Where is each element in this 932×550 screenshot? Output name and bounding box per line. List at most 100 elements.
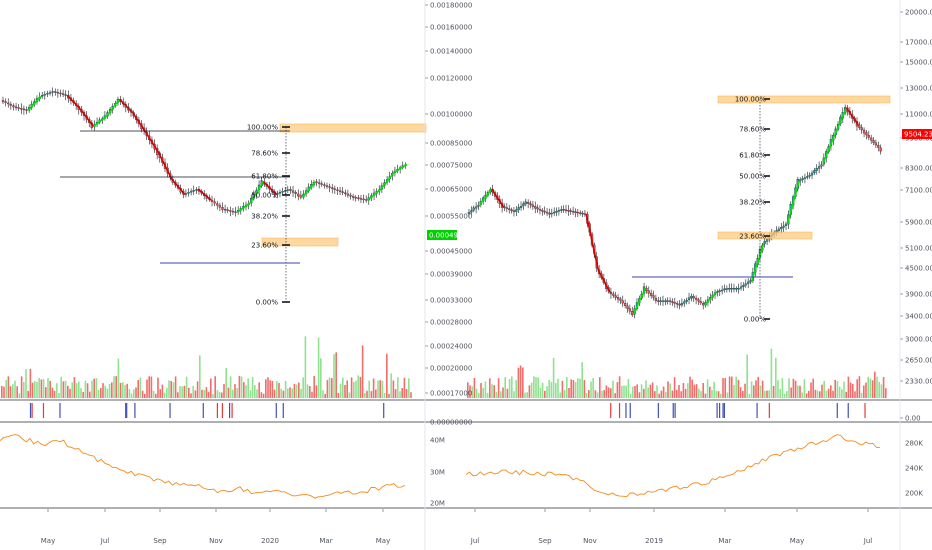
right-time-tick: Sep bbox=[538, 537, 552, 545]
right-volume-bar bbox=[748, 393, 751, 398]
left-volume-bar bbox=[249, 390, 252, 398]
right-volume-bar bbox=[821, 384, 823, 398]
left-volume-bar bbox=[394, 389, 397, 398]
left-trend-segment bbox=[92, 115, 108, 128]
right-volume-bar bbox=[786, 391, 788, 398]
right-candle bbox=[690, 295, 693, 299]
right-volume-bar bbox=[563, 390, 566, 398]
right-volume-bar bbox=[728, 376, 731, 398]
right-volume-bar bbox=[695, 384, 698, 398]
left-candle bbox=[210, 199, 214, 202]
right-volume-bar bbox=[583, 380, 586, 398]
right-volume-bar bbox=[471, 386, 473, 398]
left-volume-bar bbox=[333, 354, 335, 398]
right-volume-bar bbox=[876, 376, 878, 398]
right-candle bbox=[879, 147, 882, 152]
left-volume-bar bbox=[128, 389, 131, 398]
right-price-tick: 3900.00 bbox=[905, 291, 932, 299]
left-candle bbox=[338, 190, 342, 192]
right-volume-bar bbox=[702, 382, 704, 398]
left-price-tick: 0.00180000 bbox=[430, 2, 472, 10]
left-volume-bar bbox=[326, 380, 329, 398]
left-volume-bar bbox=[16, 386, 18, 398]
right-candle bbox=[508, 208, 511, 210]
left-price-tick: 0.00000000 bbox=[430, 419, 472, 427]
left-candle bbox=[4, 101, 7, 103]
right-candle bbox=[631, 311, 634, 316]
right-candle bbox=[820, 164, 823, 167]
right-volume-bar bbox=[711, 390, 713, 398]
right-volume-bar bbox=[634, 385, 636, 398]
right-candle bbox=[515, 209, 518, 212]
left-volume-bar bbox=[368, 380, 370, 398]
left-fib-level-label: 78.60% bbox=[251, 150, 278, 158]
right-candle bbox=[619, 298, 622, 301]
left-candle bbox=[189, 190, 193, 193]
left-volume-bar bbox=[331, 378, 333, 398]
right-volume-bar bbox=[691, 379, 693, 398]
left-price-tick: 0.00024000 bbox=[430, 343, 472, 351]
left-candle bbox=[325, 185, 329, 187]
right-candle bbox=[652, 295, 655, 298]
right-volume-bar bbox=[739, 387, 742, 398]
right-volume-bar bbox=[770, 348, 773, 398]
right-candle bbox=[815, 167, 818, 171]
left-volume-bar bbox=[284, 381, 287, 398]
right-candle bbox=[529, 203, 532, 206]
right-price-tick: 20000.00 bbox=[905, 9, 932, 17]
right-time-tick: Mar bbox=[718, 537, 731, 545]
left-candle bbox=[22, 108, 26, 111]
right-volume-bar bbox=[500, 391, 502, 398]
right-volume-bar bbox=[605, 385, 608, 398]
left-time-tick: Mar bbox=[319, 537, 332, 545]
left-volume-bar bbox=[225, 367, 227, 398]
left-volume-bar bbox=[276, 380, 278, 398]
right-candle bbox=[683, 301, 686, 304]
left-candle bbox=[17, 107, 20, 109]
left-trend-segment bbox=[119, 98, 134, 114]
right-candle bbox=[557, 210, 561, 212]
left-price-tick: 0.00160000 bbox=[430, 24, 472, 32]
right-candle bbox=[742, 285, 745, 287]
right-volume-bar bbox=[676, 389, 678, 398]
left-candle bbox=[192, 190, 195, 192]
right-candle bbox=[550, 212, 553, 215]
right-volume-bar bbox=[797, 385, 799, 398]
left-time-tick: Jul bbox=[100, 537, 110, 545]
right-trend-segment bbox=[632, 287, 647, 315]
right-candle bbox=[862, 129, 866, 134]
right-volume-bar bbox=[682, 383, 685, 398]
right-price-tick: 0.00 bbox=[905, 415, 921, 423]
left-volume-bar bbox=[42, 379, 45, 398]
left-volume-bar bbox=[364, 392, 366, 398]
right-volume-bar bbox=[638, 392, 641, 398]
right-volume-bar bbox=[643, 388, 645, 398]
right-volume-bar bbox=[632, 386, 634, 398]
left-volume-bar bbox=[243, 382, 245, 398]
left-volume-bar bbox=[229, 376, 232, 398]
right-candle bbox=[517, 207, 520, 210]
right-candle bbox=[560, 209, 563, 211]
left-fib-23-zone bbox=[261, 237, 339, 247]
left-candle bbox=[12, 105, 15, 108]
right-volume-bar bbox=[827, 388, 830, 398]
right-volume-bar bbox=[684, 388, 687, 398]
right-volume-bar bbox=[526, 392, 528, 398]
right-candle bbox=[870, 137, 873, 141]
left-volume-bar bbox=[298, 382, 300, 398]
left-volume-bar bbox=[155, 393, 157, 398]
price-axes: 0.00180000 0.00160000 0.00140000 0.00120000… bbox=[41, 0, 932, 550]
right-trend-segment bbox=[845, 107, 859, 126]
right-volume-bar bbox=[720, 393, 722, 398]
right-volume-bar bbox=[819, 391, 821, 398]
right-candle bbox=[657, 300, 660, 302]
right-candle bbox=[671, 301, 674, 303]
left-volume-bar bbox=[350, 377, 353, 398]
right-candle bbox=[562, 209, 565, 211]
left-volume-bar bbox=[410, 392, 412, 398]
right-volume-bar bbox=[858, 376, 861, 398]
left-volume-bar bbox=[157, 377, 159, 398]
right-candle bbox=[784, 223, 788, 226]
left-volume-bar bbox=[18, 393, 21, 398]
left-volume-bar bbox=[181, 386, 183, 398]
